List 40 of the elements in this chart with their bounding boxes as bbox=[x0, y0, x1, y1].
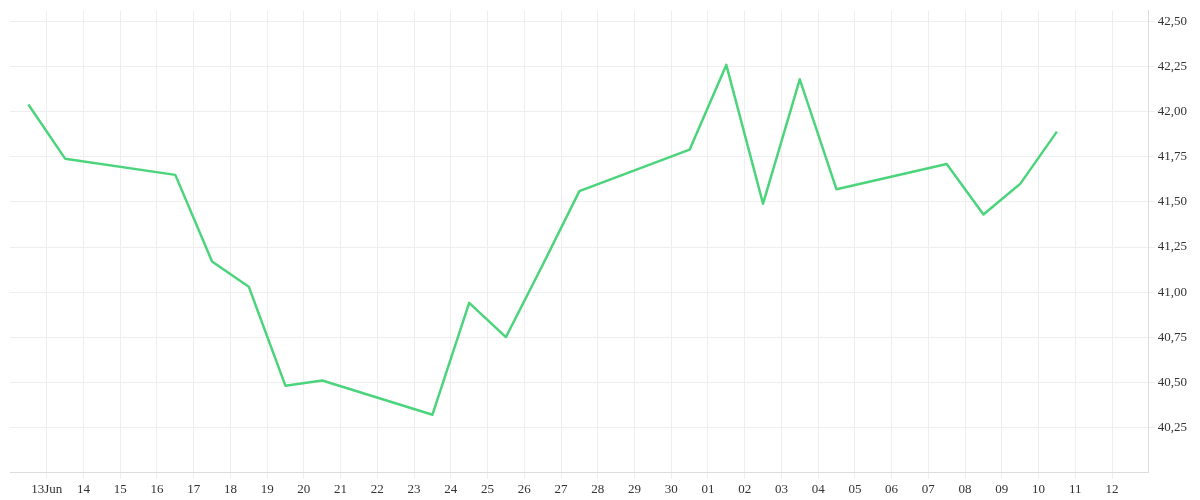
x-tick-label: 17 bbox=[187, 480, 201, 496]
x-tick-label: 29 bbox=[627, 480, 641, 496]
x-tick-label: 26 bbox=[517, 480, 532, 496]
x-tick-label: 27 bbox=[554, 480, 569, 496]
y-tick-label: 41,25 bbox=[1157, 238, 1187, 254]
x-tick-label: 04 bbox=[811, 480, 826, 496]
x-tick-label: 23 bbox=[407, 480, 421, 496]
y-tick-label: 41,50 bbox=[1157, 193, 1187, 209]
x-tick-label: 20 bbox=[297, 480, 311, 496]
x-tick-label: 30 bbox=[664, 480, 678, 496]
y-tick-label: 40,75 bbox=[1157, 328, 1187, 344]
x-tick-label: 05 bbox=[848, 480, 862, 496]
x-tick-label: 14 bbox=[76, 480, 91, 496]
x-tick-label: 06 bbox=[885, 480, 899, 496]
x-tick-label: 25 bbox=[481, 480, 495, 496]
x-tick-label: 16 bbox=[150, 480, 164, 496]
x-tick-label: 09 bbox=[995, 480, 1009, 496]
x-tick-label: 19 bbox=[260, 480, 274, 496]
y-tick-label: 42,25 bbox=[1157, 58, 1187, 74]
x-tick-label: 21 bbox=[334, 480, 348, 496]
x-tick-label: 07 bbox=[921, 480, 936, 496]
x-tick-label: 28 bbox=[591, 480, 605, 496]
x-tick-label: 22 bbox=[370, 480, 384, 496]
x-tick-label: 24 bbox=[444, 480, 458, 496]
x-tick-label: 10 bbox=[1032, 480, 1046, 496]
y-tick-label: 40,50 bbox=[1157, 373, 1187, 389]
y-tick-label: 42,00 bbox=[1157, 103, 1187, 119]
y-tick-label: 40,25 bbox=[1157, 418, 1187, 434]
x-tick-label: 01 bbox=[701, 480, 715, 496]
x-tick-label: 03 bbox=[774, 480, 788, 496]
x-tick-label: 18 bbox=[223, 480, 237, 496]
x-tick-label: 08 bbox=[958, 480, 972, 496]
x-tick-label: 13Jun bbox=[31, 480, 63, 496]
x-tick-label: 12 bbox=[1105, 480, 1119, 496]
y-tick-label: 42,50 bbox=[1157, 13, 1187, 29]
y-tick-label: 41,75 bbox=[1157, 148, 1187, 164]
x-tick-label: 15 bbox=[113, 480, 127, 496]
x-tick-label: 11 bbox=[1069, 480, 1082, 496]
y-tick-label: 41,00 bbox=[1157, 283, 1187, 299]
x-tick-label: 02 bbox=[738, 480, 752, 496]
